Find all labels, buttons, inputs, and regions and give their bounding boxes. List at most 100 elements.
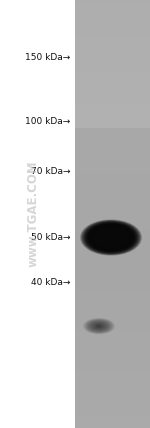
Bar — [75, 284, 150, 286]
Bar — [75, 322, 150, 324]
Ellipse shape — [95, 228, 127, 247]
Bar — [75, 196, 150, 197]
Bar — [75, 243, 150, 244]
Bar — [75, 76, 150, 77]
Bar — [75, 388, 150, 390]
Bar — [75, 238, 150, 240]
Bar — [75, 170, 150, 172]
Bar — [75, 51, 150, 53]
Bar — [75, 103, 150, 104]
Bar — [75, 47, 150, 49]
Bar — [75, 201, 150, 203]
Bar — [75, 12, 150, 13]
Bar — [75, 180, 150, 181]
Bar — [75, 39, 150, 40]
Bar — [75, 150, 150, 152]
Bar — [75, 1, 150, 3]
Bar — [75, 414, 150, 416]
Text: 40 kDa→: 40 kDa→ — [31, 278, 70, 287]
Bar — [75, 108, 150, 110]
Bar — [75, 184, 150, 186]
Bar — [75, 101, 150, 103]
Bar — [75, 282, 150, 284]
Bar — [75, 84, 150, 86]
Bar — [75, 67, 150, 69]
Bar — [75, 178, 150, 180]
Bar — [75, 277, 150, 279]
Bar — [75, 386, 150, 389]
Bar — [75, 347, 150, 348]
Bar — [75, 278, 150, 280]
Bar — [75, 123, 150, 125]
Bar — [75, 275, 150, 277]
Bar — [75, 57, 150, 59]
Bar — [75, 395, 150, 397]
Bar — [75, 382, 150, 384]
Bar — [75, 198, 150, 200]
Bar — [75, 147, 150, 149]
Ellipse shape — [83, 222, 139, 253]
Bar — [75, 54, 150, 56]
Bar — [75, 50, 150, 52]
Bar — [75, 90, 150, 92]
Bar — [75, 65, 150, 68]
Bar — [75, 422, 150, 424]
Bar — [75, 262, 150, 265]
Bar — [75, 151, 150, 153]
Ellipse shape — [93, 227, 129, 248]
Ellipse shape — [90, 225, 132, 250]
Bar — [75, 107, 150, 109]
Bar — [75, 0, 150, 2]
Bar — [75, 10, 150, 12]
Bar — [75, 14, 150, 16]
Bar — [75, 361, 150, 363]
Bar — [75, 31, 150, 33]
Ellipse shape — [88, 224, 134, 251]
Ellipse shape — [110, 237, 112, 238]
Bar — [75, 191, 150, 193]
Bar — [75, 287, 150, 288]
Ellipse shape — [100, 231, 122, 244]
Bar — [75, 257, 150, 259]
Bar — [75, 181, 150, 183]
Bar — [75, 124, 150, 126]
Bar — [75, 127, 150, 129]
Bar — [75, 208, 150, 210]
Bar — [75, 335, 150, 337]
Bar — [75, 380, 150, 381]
Bar — [75, 4, 150, 6]
Ellipse shape — [88, 321, 110, 332]
Bar — [75, 168, 150, 170]
Bar — [75, 104, 150, 106]
Bar — [75, 397, 150, 398]
Bar — [75, 161, 150, 163]
Bar — [75, 314, 150, 316]
Bar — [75, 20, 150, 22]
Bar — [75, 204, 150, 206]
Bar — [75, 213, 150, 214]
Bar — [75, 172, 150, 175]
Bar — [75, 106, 150, 107]
Bar — [75, 260, 150, 262]
Bar — [75, 244, 150, 246]
Ellipse shape — [103, 233, 118, 242]
Bar — [75, 231, 150, 233]
Bar — [75, 320, 150, 321]
Bar — [75, 321, 150, 323]
Bar — [75, 78, 150, 80]
Bar — [75, 394, 150, 395]
Bar — [75, 3, 150, 5]
Bar — [75, 193, 150, 194]
Bar — [75, 7, 150, 9]
Bar — [75, 87, 150, 89]
Bar — [75, 295, 150, 297]
Bar — [75, 298, 150, 300]
Bar — [75, 331, 150, 333]
Ellipse shape — [86, 320, 112, 333]
Bar — [75, 42, 150, 43]
Bar — [75, 371, 150, 373]
Bar — [75, 200, 150, 202]
Bar — [75, 330, 150, 331]
Bar — [75, 205, 150, 207]
Bar — [75, 86, 150, 87]
